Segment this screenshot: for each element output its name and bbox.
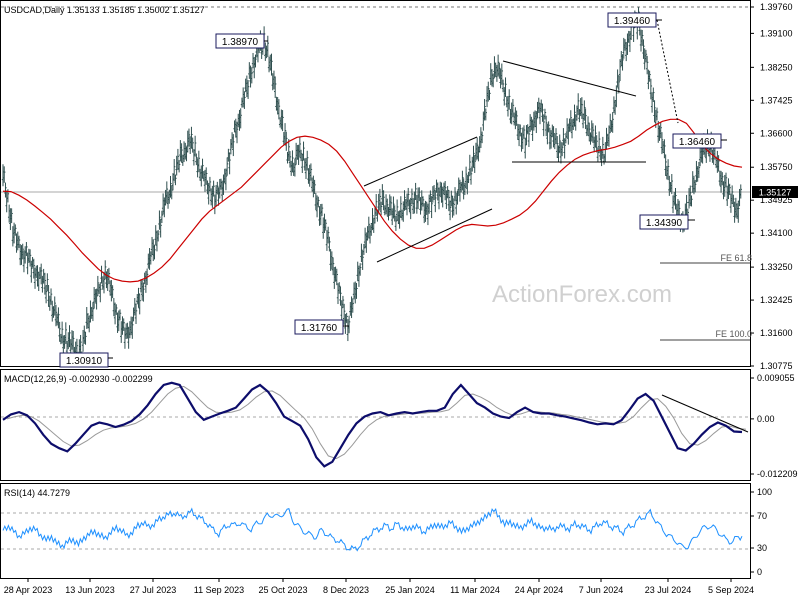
- x-axis-label: 23 Jul 2024: [645, 585, 692, 595]
- macd-main-line: [2, 381, 743, 468]
- macd-axis-label: 0.00: [757, 414, 775, 424]
- macd-axis-label: -0.012209: [757, 469, 798, 479]
- price-axis-label: 1.34925: [760, 195, 793, 205]
- macd-axis: 0.009055 0.00 -0.012209: [750, 373, 798, 479]
- x-axis-label: 11 Sep 2023: [194, 585, 244, 595]
- x-axis: 28 Apr 2023 13 Jun 2023 27 Jul 2023 11 Sep …: [4, 578, 754, 595]
- current-price-tag: [752, 186, 798, 198]
- channel-upper-line: [363, 136, 478, 187]
- price-axis: 1.39760 1.39100 1.38250 1.37425 1.36600 1.357…: [750, 2, 793, 371]
- annotation-high-2024: 1.39460: [614, 16, 651, 27]
- rsi-axis-label: 100: [757, 487, 772, 497]
- annotation-box-support: [639, 214, 689, 230]
- annotation-box-low-dec: [294, 319, 344, 335]
- price-axis-label: 1.30775: [760, 361, 793, 371]
- annotation-box-low-jul: [59, 352, 109, 368]
- x-axis-label: 5 Sep 2024: [708, 585, 754, 595]
- x-axis-label: 28 Apr 2023: [4, 585, 53, 595]
- x-axis-label: 8 Dec 2023: [323, 585, 369, 595]
- projection-dashed-line: [656, 19, 679, 124]
- chart-title: USDCAD,Daily 1.35133 1.35185 1.35002 1.3…: [4, 5, 205, 15]
- annotation-box-resistance: [672, 133, 722, 149]
- price-axis-label: 1.33250: [760, 262, 793, 272]
- annotation-support: 1.34390: [646, 218, 683, 229]
- x-axis-label: 27 Jul 2023: [130, 585, 177, 595]
- price-axis-label: 1.35750: [760, 162, 793, 172]
- macd-signal-line: [6, 385, 747, 460]
- x-axis-label: 24 Apr 2024: [515, 585, 564, 595]
- macd-axis-label: 0.009055: [757, 373, 795, 383]
- rsi-axis: 100 70 30 0: [750, 487, 772, 577]
- price-axis-label: 1.39760: [760, 2, 793, 12]
- annotation-low-dec: 1.31760: [301, 323, 338, 334]
- price-axis-label: 1.31600: [760, 328, 793, 338]
- fe-levels: FE 61.8 FE 100.0: [660, 253, 752, 341]
- annotation-low-jul: 1.30910: [66, 356, 103, 367]
- x-axis-label: 7 Jun 2024: [579, 585, 624, 595]
- fe-61-8-label: FE 61.8: [720, 253, 752, 263]
- current-price-label: 1.35127: [759, 188, 792, 198]
- price-axis-label: 1.37425: [760, 95, 793, 105]
- price-annotations: 1.39460 1.38970 1.36460 1.34390 1.31760 …: [59, 12, 727, 368]
- macd-panel: [0, 369, 751, 481]
- macd-trendline: [661, 394, 749, 433]
- price-axis-label: 1.38250: [760, 62, 793, 72]
- price-axis-label: 1.36600: [760, 128, 793, 138]
- rsi-axis-label: 70: [757, 511, 767, 521]
- triangle-upper-line: [502, 60, 637, 97]
- watermark: ActionForex.com: [492, 281, 672, 308]
- rsi-title: RSI(14) 44.7279: [4, 488, 70, 498]
- x-axis-label: 13 Jun 2023: [65, 585, 115, 595]
- rsi-line: [2, 507, 743, 552]
- annotation-high-2023: 1.38970: [222, 37, 259, 48]
- rsi-axis-label: 30: [757, 543, 767, 553]
- x-axis-label: 25 Jan 2024: [385, 585, 435, 595]
- x-axis-label: 25 Oct 2023: [258, 585, 307, 595]
- fe-100-label: FE 100.0: [715, 329, 752, 339]
- price-axis-label: 1.32425: [760, 295, 793, 305]
- macd-title: MACD(12,26,9) -0.002930 -0.002299: [4, 374, 153, 384]
- trendlines: [363, 19, 679, 263]
- price-axis-label: 1.39100: [760, 28, 793, 38]
- annotation-resistance: 1.36460: [679, 137, 716, 148]
- rsi-panel: [0, 483, 751, 579]
- moving-average-line: [2, 118, 743, 283]
- price-panel: [0, 0, 751, 367]
- channel-lower-line: [376, 208, 493, 263]
- rsi-axis-label: 0: [757, 567, 762, 577]
- x-axis-label: 11 Mar 2024: [450, 585, 500, 595]
- price-axis-label: 1.34100: [760, 228, 793, 238]
